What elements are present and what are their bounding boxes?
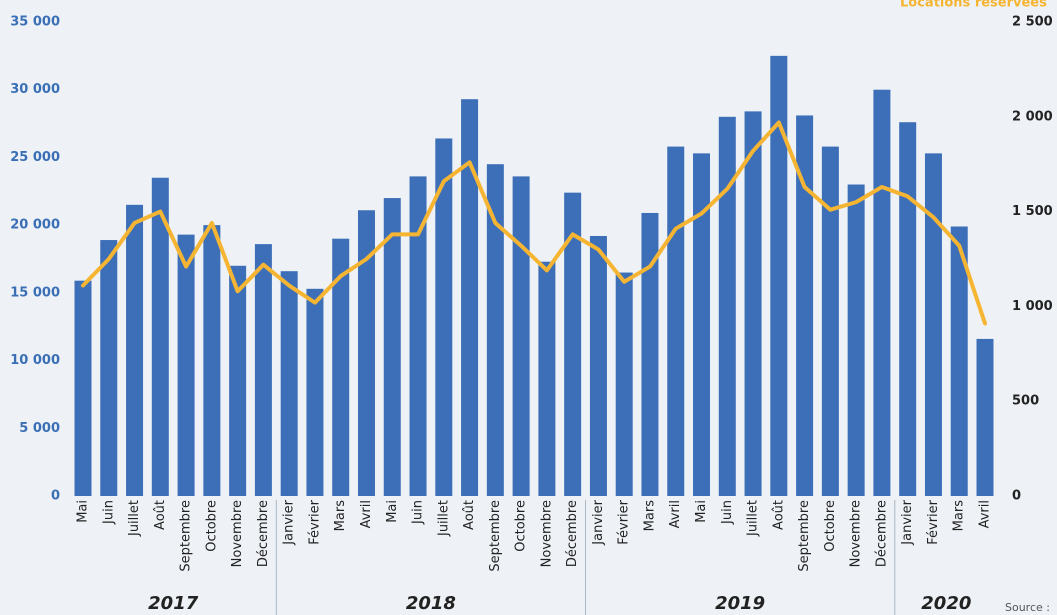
bar [847,184,865,496]
y-tick-label: 30 000 [10,82,60,97]
bar [796,115,814,497]
bar [280,271,298,496]
x-tick-label: Juin [101,500,116,525]
bar [899,122,917,497]
bar [229,265,247,496]
group-label: 2020 [921,593,971,614]
group-label: 2019 [715,593,765,614]
bar [641,212,659,496]
group-label: 2017 [148,593,199,614]
x-tick-label: Février [307,499,322,544]
bar [512,176,530,497]
x-tick-label: Mai [694,500,709,523]
x-tick-label: Mars [642,500,657,532]
x-tick-label: Octobre [514,500,529,552]
x-tick-label: Août [153,500,168,530]
bar [564,192,582,496]
y-tick-label: 25 000 [10,150,60,165]
bar [203,225,221,496]
x-tick-label: Septembre [488,500,503,572]
x-tick-label: Février [926,499,941,544]
y2-tick-label: 2 500 [1012,15,1053,30]
x-tick-label: Août [771,500,786,530]
x-tick-label: Mai [76,500,91,523]
bar [332,238,350,496]
bar [744,111,762,496]
bar [461,99,479,497]
y2-tick-label: 1 000 [1012,299,1053,314]
y2-tick-label: 0 [1012,489,1021,504]
x-tick-label: Juin [411,500,426,525]
bar [718,116,736,497]
x-tick-label: Janvier [900,499,915,545]
bar [177,234,195,496]
x-tick-label: Mars [952,500,967,532]
bar [693,153,711,496]
bar [435,138,453,496]
bar [950,226,968,497]
x-tick-label: Avril [668,500,683,528]
y2-tick-label: 2 000 [1012,109,1053,124]
x-tick-label: Juillet [436,500,451,537]
x-tick-label: Février [617,499,632,544]
bar [151,177,169,496]
x-tick-label: Décembre [256,500,271,567]
x-tick-label: Juin [720,500,735,525]
x-tick-label: Septembre [179,500,194,572]
x-tick-label: Octobre [823,500,838,552]
x-tick-label: Juillet [127,500,142,537]
bar [486,164,504,496]
y-tick-label: 10 000 [10,353,60,368]
bar [100,240,118,496]
x-tick-label: Mars [333,500,348,532]
bar [357,210,375,496]
x-tick-label: Mai [385,500,400,523]
y-tick-label: 5 000 [19,421,60,436]
source: Source : [1005,601,1050,614]
line [81,120,987,326]
bar [873,89,891,496]
y2-tick-label: 500 [1012,394,1039,409]
x-tick-label: Août [462,500,477,530]
bar [306,288,324,496]
y-tick-label: 20 000 [10,218,60,233]
y-tick-label: 15 000 [10,285,60,300]
bar [615,272,633,496]
bar [383,198,401,497]
x-tick-label: Octobre [204,500,219,552]
bar [589,235,607,496]
x-tick-label: Décembre [874,500,889,567]
x-tick-label: Novembre [849,500,864,567]
bar [770,55,788,496]
x-tick-label: Janvier [282,499,297,545]
y-tick-label: 0 [51,489,60,504]
bar [126,204,144,497]
bar [409,176,427,497]
x-tick-label: Avril [978,500,993,528]
x-tick-label: Juillet [746,500,761,537]
y2-tick-label: 1 500 [1012,204,1053,219]
bar [924,153,942,496]
x-tick-label: Avril [359,500,374,528]
y2-axis-title: Locations réservées [900,0,1047,11]
x-tick-label: Novembre [539,500,554,567]
x-tick-label: Novembre [230,500,245,567]
x-tick-label: Septembre [797,500,812,572]
y-tick-label: 35 000 [10,15,60,30]
x-tick-label: Décembre [565,500,580,567]
x-tick-label: Janvier [591,499,606,545]
bar [821,146,839,496]
bar [667,146,685,496]
bar [74,280,92,496]
group-label: 2018 [406,593,456,614]
bar [538,261,556,496]
bar [254,244,272,496]
bar [976,338,994,496]
